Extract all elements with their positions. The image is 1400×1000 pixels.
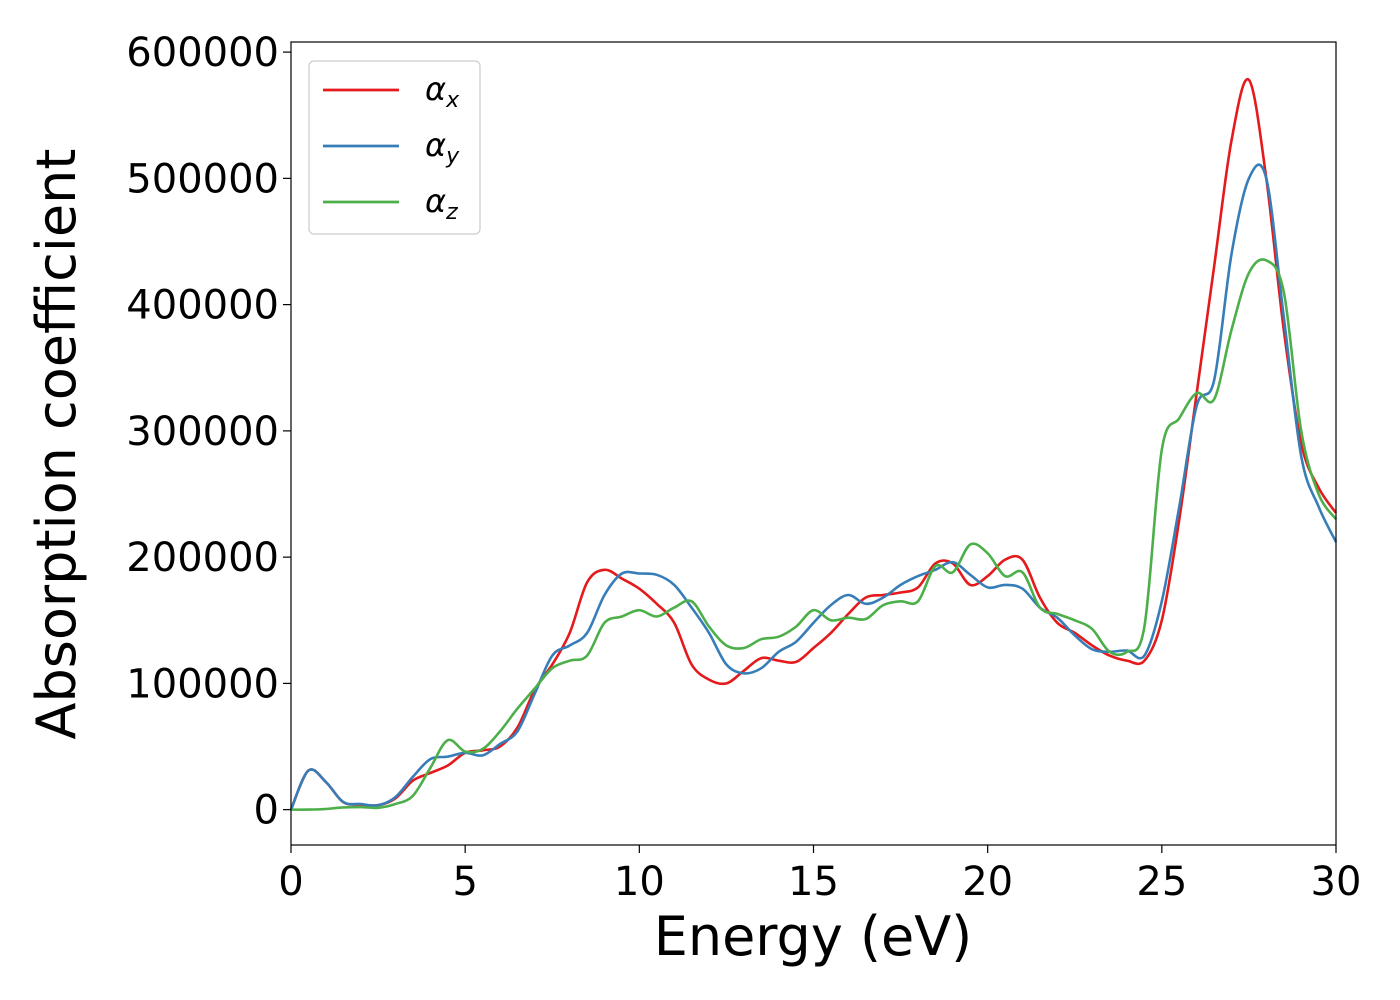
series-line-alpha-y [289, 163, 1338, 811]
x-tick-label: 0 [278, 859, 303, 905]
y-tick-label: 200000 [126, 535, 279, 581]
y-axis-label: Absorption coefficient [25, 149, 88, 740]
y-tick-label: 300000 [126, 409, 279, 455]
y-tick-label: 600000 [126, 30, 279, 76]
y-tick-label: 400000 [126, 283, 279, 329]
x-axis: 0 5 10 15 20 25 30 [278, 845, 1361, 905]
x-axis-label: Energy (eV) [654, 905, 973, 968]
y-tick-label: 500000 [126, 156, 279, 202]
legend-box [308, 60, 481, 235]
y-axis: 0 100000 200000 300000 400000 500000 600000 [126, 30, 291, 834]
legend: αx αy αz [308, 60, 481, 235]
x-tick-label: 20 [962, 859, 1013, 905]
legend-label-alpha-z: αz [425, 182, 458, 225]
x-tick-label: 10 [614, 859, 665, 905]
series-lines [289, 77, 1338, 811]
x-tick-label: 15 [788, 859, 839, 905]
x-tick-label: 5 [452, 859, 477, 905]
legend-label-alpha-x: αx [425, 70, 460, 113]
y-tick-label: 0 [254, 788, 279, 834]
x-tick-label: 30 [1311, 859, 1362, 905]
y-tick-label: 100000 [126, 661, 279, 707]
series-line-alpha-z [290, 258, 1338, 811]
x-tick-label: 25 [1136, 859, 1187, 905]
legend-label-alpha-y: αy [425, 126, 460, 169]
